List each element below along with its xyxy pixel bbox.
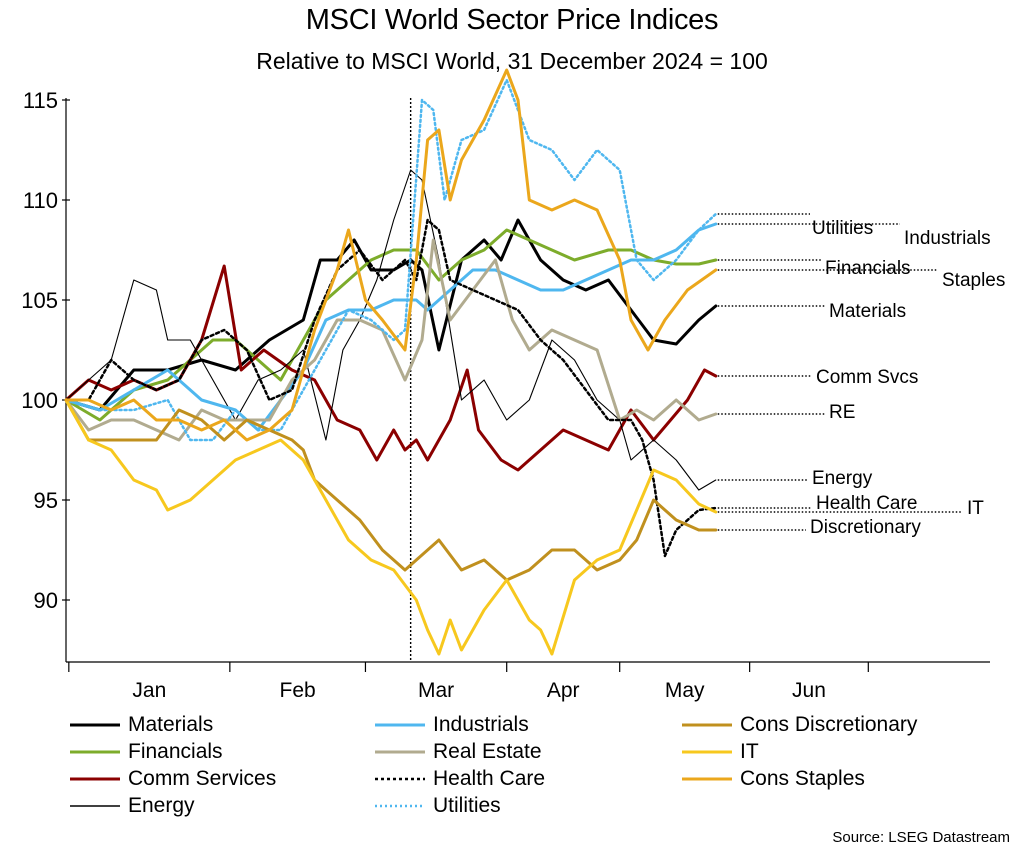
series-line xyxy=(64,264,718,472)
legend-swatch xyxy=(375,723,425,727)
legend-swatch xyxy=(375,777,425,781)
y-tick-label: 100 xyxy=(21,388,58,413)
end-label: Materials xyxy=(829,301,906,322)
legend-item: Comm Services xyxy=(70,766,276,792)
legend-item: Real Estate xyxy=(375,739,542,765)
series-line xyxy=(64,218,718,412)
y-tick-label: 95 xyxy=(34,488,58,513)
legend-swatch xyxy=(682,777,732,781)
legend-label: Materials xyxy=(128,713,214,736)
legend-swatch xyxy=(375,750,425,754)
legend-label: Cons Staples xyxy=(740,767,865,790)
series-line xyxy=(64,228,718,422)
series-line xyxy=(64,218,718,558)
legend-label: Real Estate xyxy=(433,740,542,763)
x-tick-label: May xyxy=(665,679,705,702)
series-line xyxy=(64,398,718,656)
series-line xyxy=(64,238,718,442)
legend-item: Energy xyxy=(70,793,195,819)
legend-item: Financials xyxy=(70,739,223,765)
x-tick-label: Mar xyxy=(418,679,454,702)
x-tick-label: Jun xyxy=(792,679,826,702)
legend-swatch xyxy=(682,723,732,727)
legend-label: Health Care xyxy=(433,767,546,790)
legend-label: Utilities xyxy=(433,794,501,817)
legend-label: Comm Services xyxy=(128,767,277,790)
end-label: Utilities xyxy=(812,218,873,239)
x-tick-label: Feb xyxy=(280,679,316,702)
end-label: Health Care xyxy=(816,493,917,514)
legend: Materials Industrials Cons Discretionary Fi… xyxy=(70,712,970,828)
end-label: RE xyxy=(829,402,855,423)
legend-swatch xyxy=(70,805,120,807)
legend-label: Energy xyxy=(128,794,195,817)
series-lines xyxy=(64,68,718,656)
legend-swatch xyxy=(70,777,120,781)
series-line xyxy=(64,68,718,442)
series-line xyxy=(64,78,718,442)
legend-label: Cons Discretionary xyxy=(740,713,918,736)
chart-subtitle: Relative to MSCI World, 31 December 2024… xyxy=(256,48,768,74)
legend-label: Industrials xyxy=(433,713,529,736)
end-labels: Materials Financials Comm Svcs Energy Indust… xyxy=(717,213,1005,538)
end-label: Industrials xyxy=(904,228,991,249)
end-label: Energy xyxy=(812,468,873,489)
series-line xyxy=(65,169,717,491)
x-tick-label: Jan xyxy=(132,679,166,702)
source-note: Source: LSEG Datastream xyxy=(832,829,1010,846)
legend-item: Utilities xyxy=(375,793,501,819)
legend-item: Industrials xyxy=(375,712,529,738)
y-tick-label: 90 xyxy=(34,588,58,613)
end-label: IT xyxy=(967,498,984,519)
y-tick-label: 105 xyxy=(21,288,58,313)
legend-label: IT xyxy=(740,740,759,763)
legend-item: IT xyxy=(682,739,759,765)
legend-item: Materials xyxy=(70,712,213,738)
x-tick-label: Apr xyxy=(547,679,580,702)
legend-item: Cons Staples xyxy=(682,766,865,792)
axes: 90 95 100 105 110 115 Jan Feb Mar Apr May Jun xyxy=(21,88,990,702)
chart-title: MSCI World Sector Price Indices xyxy=(305,4,719,36)
y-tick-label: 110 xyxy=(23,188,58,213)
series-line xyxy=(64,398,718,582)
legend-item: Cons Discretionary xyxy=(682,712,917,738)
end-label: Staples xyxy=(942,270,1005,291)
y-tick-label: 115 xyxy=(23,88,58,113)
legend-swatch xyxy=(682,750,732,754)
legend-swatch xyxy=(375,804,425,808)
end-label: Financials xyxy=(825,258,911,279)
end-label: Discretionary xyxy=(810,517,921,538)
legend-label: Financials xyxy=(128,740,223,763)
legend-swatch xyxy=(70,750,120,754)
legend-swatch xyxy=(70,723,120,727)
end-label: Comm Svcs xyxy=(816,367,918,388)
legend-item: Health Care xyxy=(375,766,545,792)
